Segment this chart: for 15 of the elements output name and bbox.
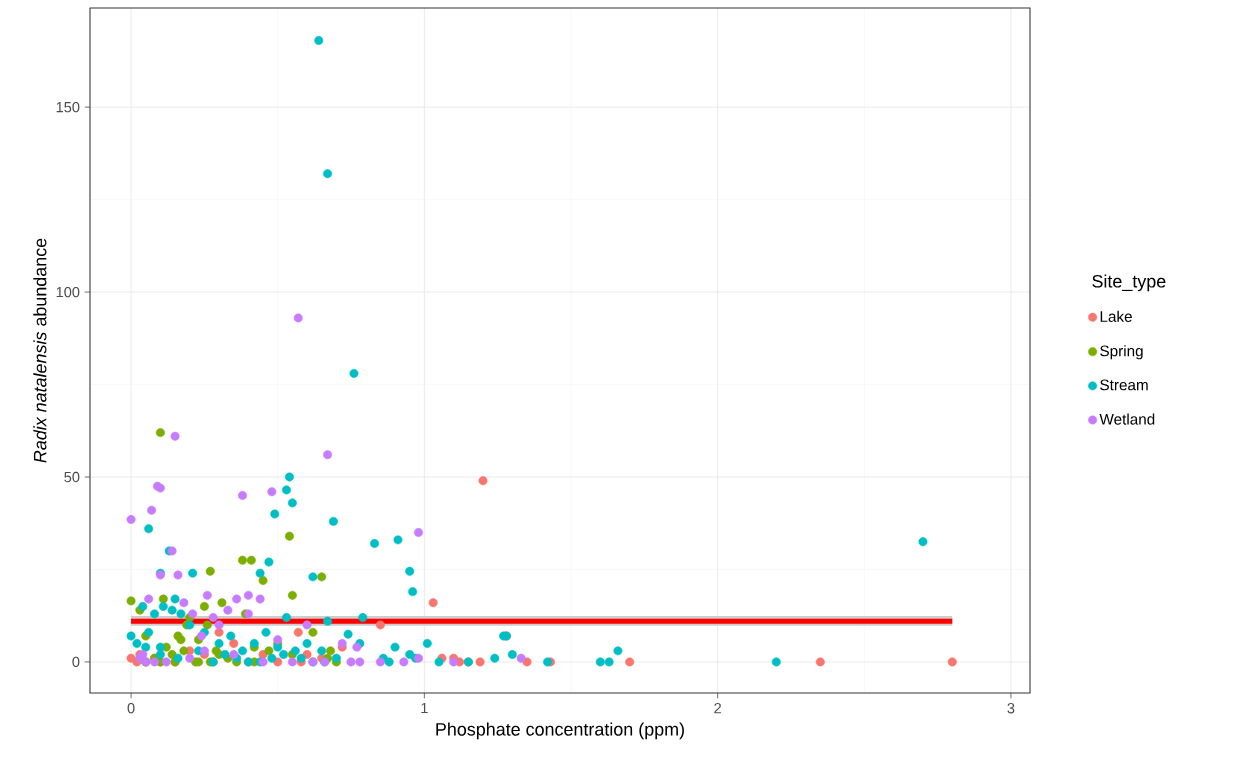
y-tick-label: 150: [56, 101, 80, 113]
legend-label: Spring: [1100, 345, 1143, 360]
x-tick-label: 1: [421, 703, 428, 714]
y-tick-label: 50: [64, 471, 80, 483]
y-tick-label: 0: [72, 656, 80, 668]
legend-title: Site_type: [1092, 274, 1166, 292]
legend-label: Stream: [1100, 379, 1148, 391]
legend-label: Wetland: [1099, 413, 1155, 425]
x-tick-label: 3: [1007, 703, 1015, 714]
x-tick-label: 0: [127, 703, 135, 714]
y-axis-title: Radix natalensis abundance: [33, 238, 47, 463]
x-axis-title: Phosphate concentration (ppm): [436, 722, 684, 740]
legend-label: Lake: [1100, 310, 1132, 322]
x-tick-label: 2: [714, 703, 721, 714]
y-tick-label: 100: [56, 286, 80, 298]
